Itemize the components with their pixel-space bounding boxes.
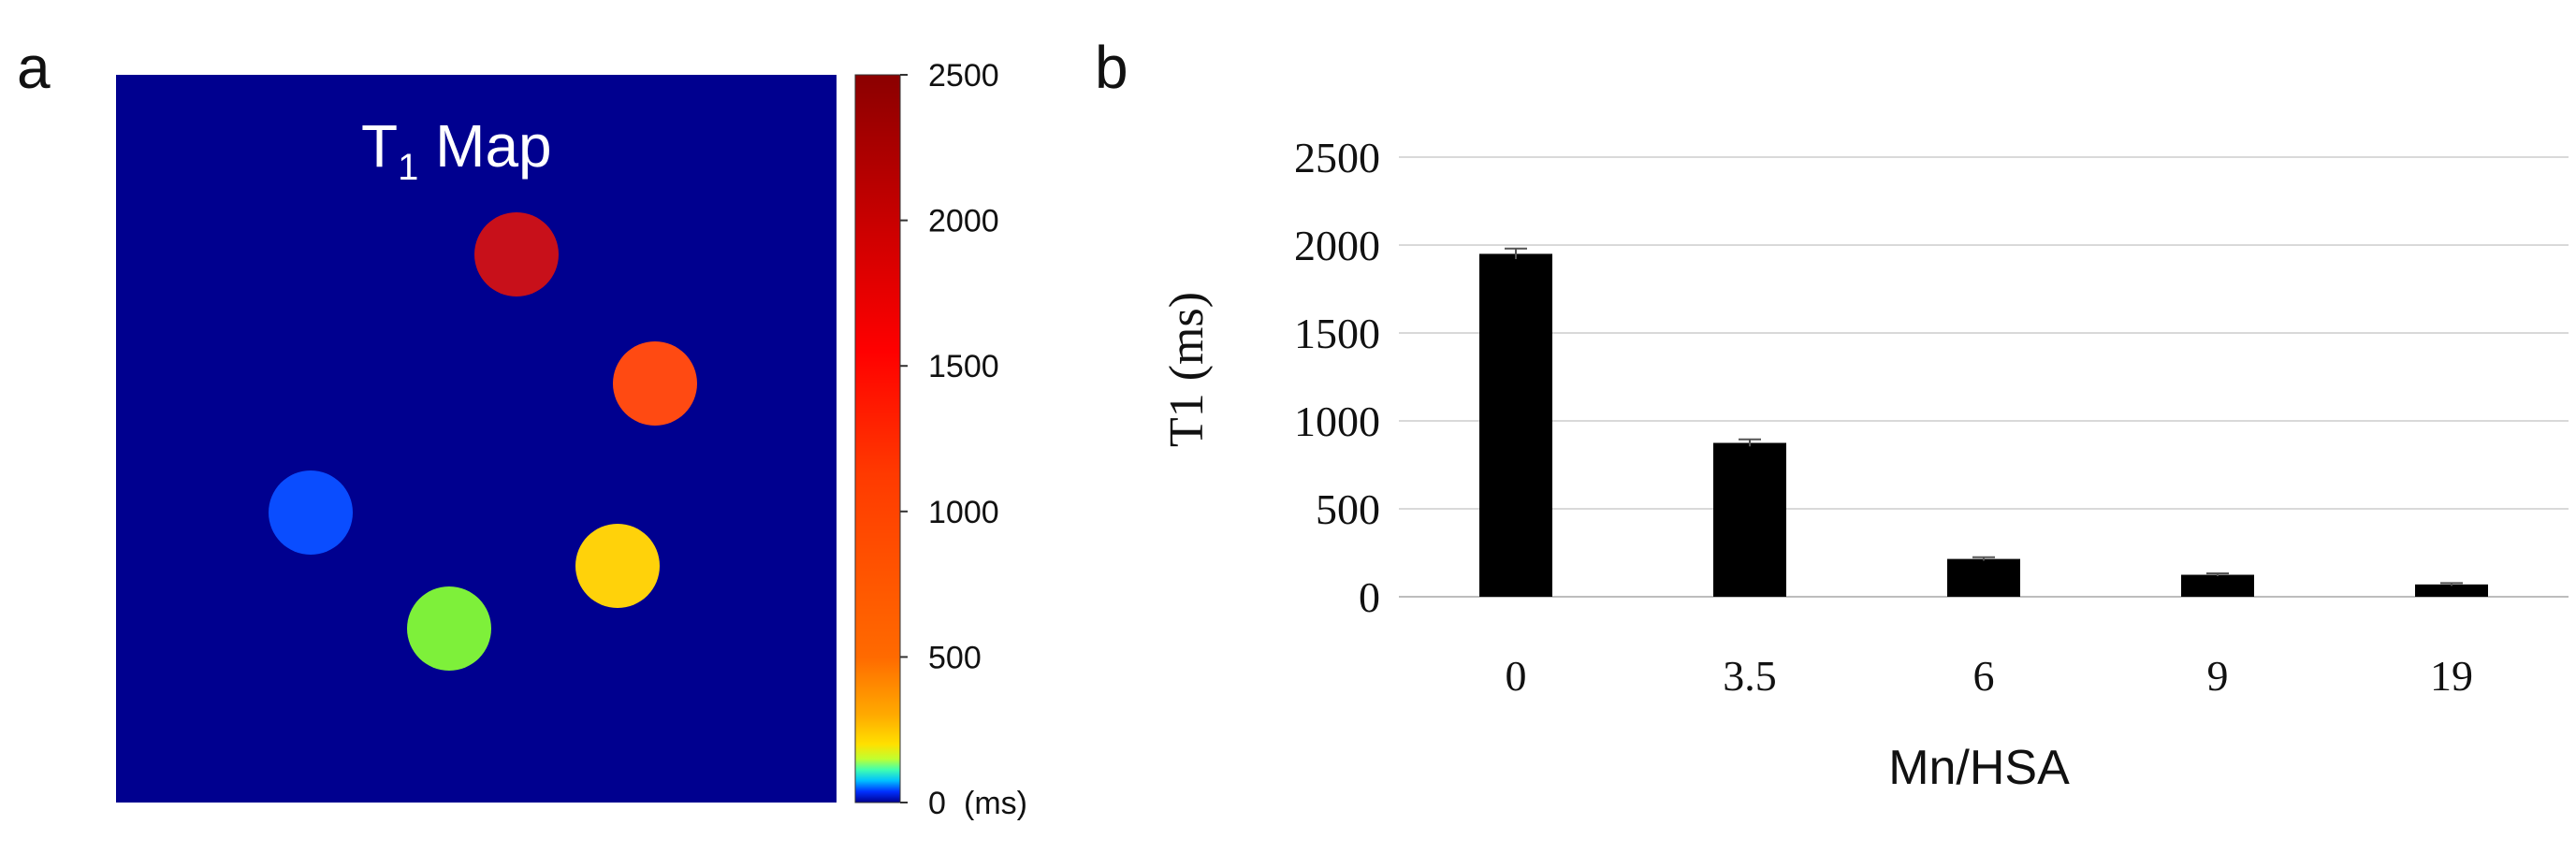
y-tick-label: 1500: [1294, 310, 1380, 357]
bar: [2181, 574, 2254, 597]
x-tick-label: 0: [1506, 652, 1527, 700]
bar: [1479, 253, 1552, 597]
y-axis-label: T1 (ms): [1160, 292, 1214, 447]
y-tick-label: 0: [1359, 573, 1380, 621]
colorbar-tick-label: 0: [928, 786, 946, 821]
colorbar-tick-label: 1500: [928, 349, 999, 384]
panel-label-a: a: [17, 34, 51, 101]
sample-spot: [613, 341, 697, 426]
y-tick-label: 1000: [1294, 398, 1380, 445]
colorbar-tick-label: 2000: [928, 204, 999, 239]
t1-map-panel: T1 Map 2500 2000 1500 1000 500 0 (ms): [116, 58, 1027, 821]
colorbar: [854, 74, 901, 803]
x-tick-label: 9: [2207, 652, 2229, 700]
sample-spot: [269, 470, 353, 555]
colorbar-tick-label: 2500: [928, 58, 999, 94]
panel-label-b: b: [1095, 34, 1128, 101]
sample-spots: [269, 212, 697, 671]
colorbar-tick-label: 500: [928, 640, 982, 675]
x-tick-label: 6: [1973, 652, 1995, 700]
bar: [1947, 558, 2020, 597]
bar: [2415, 584, 2488, 597]
sample-spot: [474, 212, 559, 297]
grid-lines: [1399, 156, 2569, 598]
y-tick-label: 2000: [1294, 222, 1380, 269]
t1-map-image: [116, 75, 837, 803]
colorbar-tick-label: 1000: [928, 495, 999, 530]
x-tick-label: 3.5: [1723, 652, 1777, 700]
y-tick-label: 2500: [1294, 134, 1380, 181]
colorbar-unit: (ms): [964, 786, 1027, 821]
x-axis-ticks: 0 3.5 6 9 19: [1506, 652, 2474, 700]
bar: [1713, 442, 1786, 597]
sample-spot: [575, 524, 660, 608]
x-tick-label: 19: [2430, 652, 2473, 700]
x-axis-label: Mn/HSA: [1888, 741, 2070, 795]
bars: [1479, 247, 2488, 597]
colorbar-ticks: 2500 2000 1500 1000 500 0: [900, 58, 999, 821]
sample-spot: [407, 586, 491, 671]
y-tick-label: 500: [1316, 485, 1380, 533]
map-title: T1 Map: [361, 112, 552, 188]
y-axis-ticks: 2500 2000 1500 1000 500 0: [1294, 134, 1380, 621]
